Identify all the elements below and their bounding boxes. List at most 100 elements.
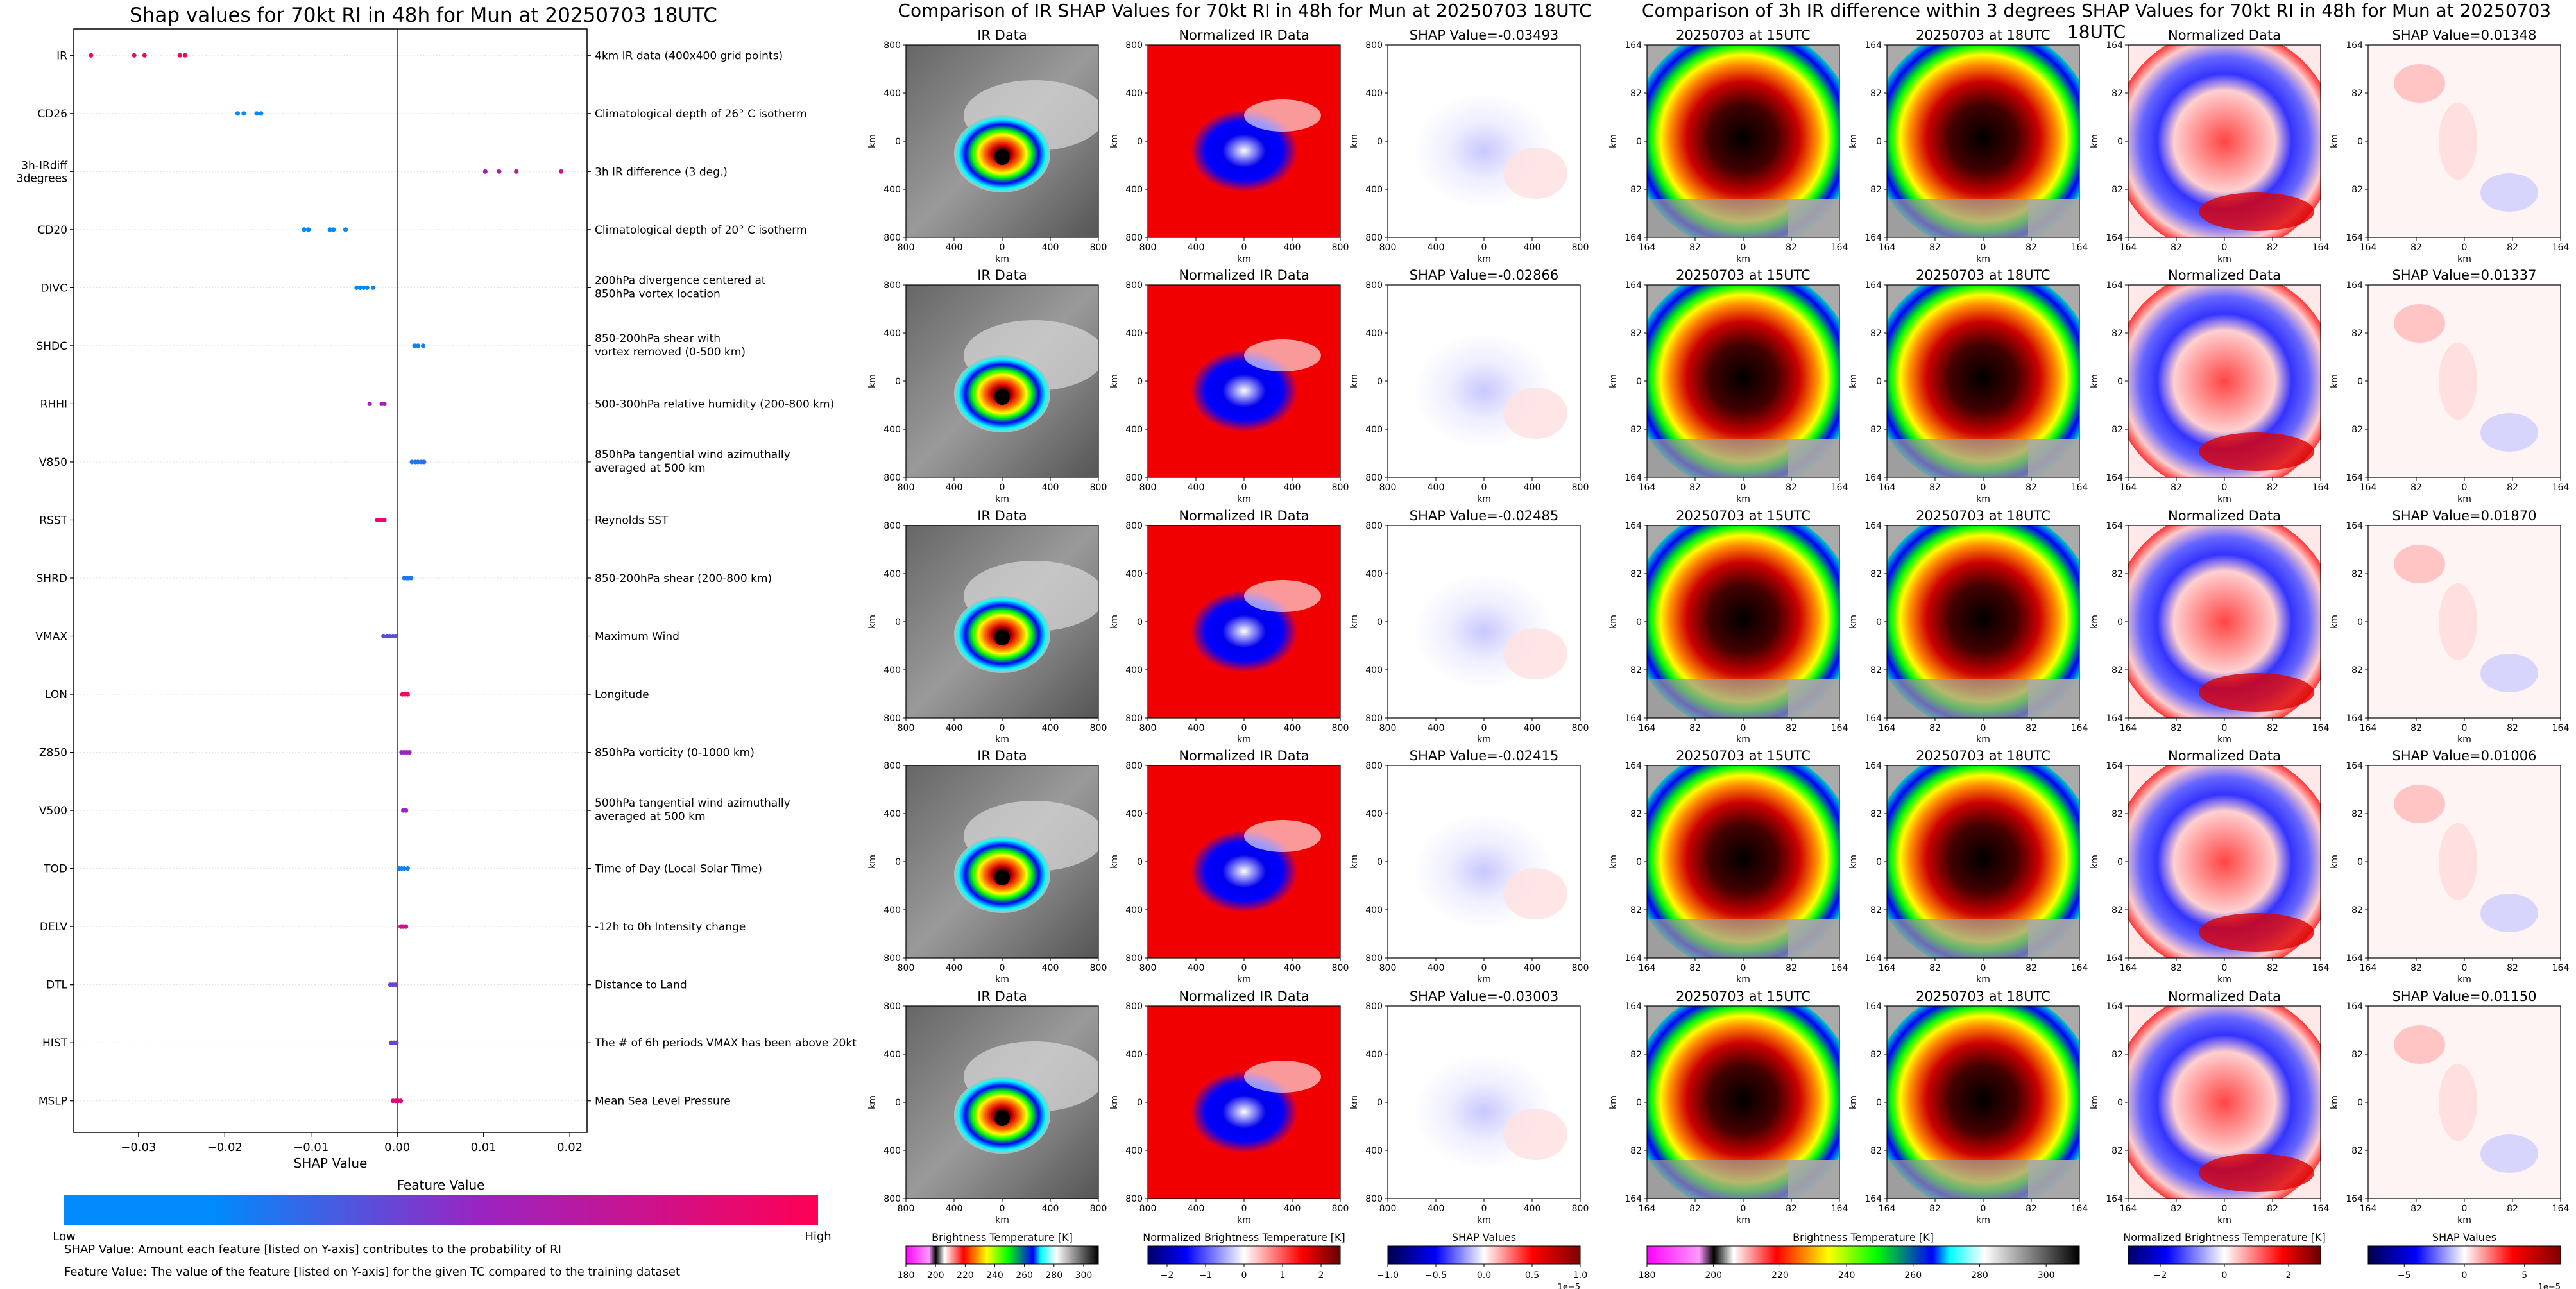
xtick-label: 800	[898, 243, 915, 253]
ytick-label: 400	[1365, 185, 1383, 195]
panel-title: SHAP Value=0.01870	[2393, 508, 2537, 524]
x-axis-label: km	[2457, 1215, 2471, 1225]
ir-15utc-image	[1647, 45, 1839, 237]
x-axis-label: km	[995, 494, 1009, 504]
xtick-label: 400	[1188, 1204, 1205, 1214]
xtick-label: 800	[1090, 482, 1107, 493]
xtick-label: 0	[1241, 723, 1247, 733]
ytick-label: 82	[2351, 425, 2363, 435]
ytick-label: 164	[2106, 521, 2123, 531]
panel-title: SHAP Value=0.01337	[2393, 268, 2537, 283]
colorbar-tick-label: −1.0	[1377, 1270, 1399, 1281]
ytick-label: 82	[1630, 329, 1642, 339]
xtick-label: 164	[2360, 243, 2377, 253]
feature-label: RHHI	[40, 398, 67, 411]
colorbar-tick-label: 280	[1045, 1270, 1062, 1281]
ytick-label: 164	[2106, 1002, 2123, 1012]
x-axis-label: km	[1976, 494, 1990, 504]
feature-label: MSLP	[38, 1095, 67, 1108]
xtick-label: 82	[2410, 243, 2422, 253]
xtick-label: 800	[1379, 482, 1397, 493]
panel-title: Normalized Data	[2168, 268, 2281, 283]
feature-description: 850-200hPa shear with	[595, 332, 721, 345]
xtick-label: 164	[2071, 723, 2088, 733]
shap-point	[327, 227, 332, 232]
xtick-label: 164	[1879, 482, 1896, 493]
x-axis-label: km	[1736, 1215, 1750, 1225]
shap-ir-image	[1388, 1006, 1580, 1199]
xtick-label: 400	[1188, 963, 1205, 973]
x-axis-label: km	[995, 254, 1009, 264]
ytick-label: 164	[1864, 953, 1882, 964]
ytick-label: 0	[1876, 617, 1882, 627]
ytick-label: 0	[1137, 617, 1143, 627]
panel-title: Normalized Data	[2168, 508, 2281, 524]
xtick-label: 82	[2171, 1204, 2182, 1214]
xtick-label: 0	[1741, 963, 1746, 973]
xtick-label: 164	[2552, 963, 2570, 973]
feature-description: Climatological depth of 20° C isotherm	[595, 224, 807, 237]
xtick-label: 400	[946, 1204, 963, 1214]
xtick-label: 800	[1572, 1204, 1589, 1214]
shap-point	[354, 285, 359, 290]
xtick-label: 82	[1929, 243, 1941, 253]
feature-description: 850-200hPa shear (200-800 km)	[595, 572, 772, 585]
ytick-label: 400	[883, 569, 901, 579]
colorbar-tick-label: 180	[898, 1270, 915, 1281]
ytick-label: 400	[1125, 425, 1143, 435]
xtick-label: 164	[1639, 482, 1656, 493]
xtick-label: 82	[1929, 1204, 1941, 1214]
shap-point	[559, 169, 564, 174]
feature-label: HIST	[42, 1037, 68, 1050]
x-axis-label: km	[1477, 735, 1491, 745]
colorbar-tick-label: 0.5	[1525, 1270, 1539, 1281]
ytick-label: 82	[1870, 425, 1882, 435]
ytick-label: 800	[1125, 713, 1143, 724]
colorbar-label: Brightness Temperature [K]	[1793, 1231, 1934, 1243]
x-axis-label: SHAP Value	[294, 1156, 368, 1171]
xtick-label: 164	[2360, 1204, 2377, 1214]
ytick-label: 800	[883, 473, 901, 483]
ir-15utc-image	[1647, 525, 1839, 718]
xtick-label: 400	[1524, 243, 1541, 253]
xtick-label: 82	[1689, 1204, 1701, 1214]
x-axis-label: km	[1237, 1215, 1251, 1225]
colorbar-label: SHAP Values	[2432, 1231, 2496, 1243]
shap-point	[364, 285, 370, 290]
xtick-label: 164	[1831, 963, 1848, 973]
ytick-label: 0	[2357, 137, 2363, 147]
xtick-label: 400	[1042, 482, 1059, 493]
shap-point	[482, 169, 488, 174]
xtick-label: 82	[2026, 1204, 2037, 1214]
ytick-label: 0	[1876, 857, 1882, 867]
y-axis-label: km	[867, 134, 878, 148]
feature-label: Z850	[39, 747, 67, 760]
shap-point	[405, 866, 410, 871]
panel-title: SHAP Value=0.01348	[2393, 28, 2537, 43]
panel-title: Normalized IR Data	[1179, 508, 1309, 524]
xtick-label: 0	[1000, 723, 1005, 733]
feature-description: Mean Sea Level Pressure	[595, 1095, 731, 1108]
panel-title: SHAP Value=-0.03493	[1410, 28, 1559, 43]
xtick-label: 800	[1332, 723, 1349, 733]
ir-data-image	[906, 45, 1098, 237]
feature-description: Maximum Wind	[595, 631, 679, 644]
y-axis-label: km	[867, 615, 878, 629]
xtick-label: 164	[2120, 723, 2137, 733]
x-axis-label: km	[2217, 735, 2231, 745]
ytick-label: 400	[1365, 425, 1383, 435]
xtick-label: 0	[1981, 243, 1986, 253]
normalized-ir-image	[1148, 765, 1340, 958]
xtick-label: 0	[2222, 482, 2228, 493]
colorbar-tick-label: 300	[1075, 1270, 1093, 1281]
ir-15utc-image	[1647, 765, 1839, 958]
normalized-diff-image	[2128, 1006, 2321, 1199]
xtick-label: 164	[1879, 1204, 1896, 1214]
xtick-label: 164	[2120, 243, 2137, 253]
ir-18utc-image	[1887, 285, 2079, 477]
ytick-label: 800	[1365, 280, 1383, 291]
xtick-label: 800	[1139, 243, 1157, 253]
ytick-label: 82	[1870, 329, 1882, 339]
y-axis-label: km	[2090, 134, 2100, 148]
xtick-label: 82	[2171, 482, 2182, 493]
